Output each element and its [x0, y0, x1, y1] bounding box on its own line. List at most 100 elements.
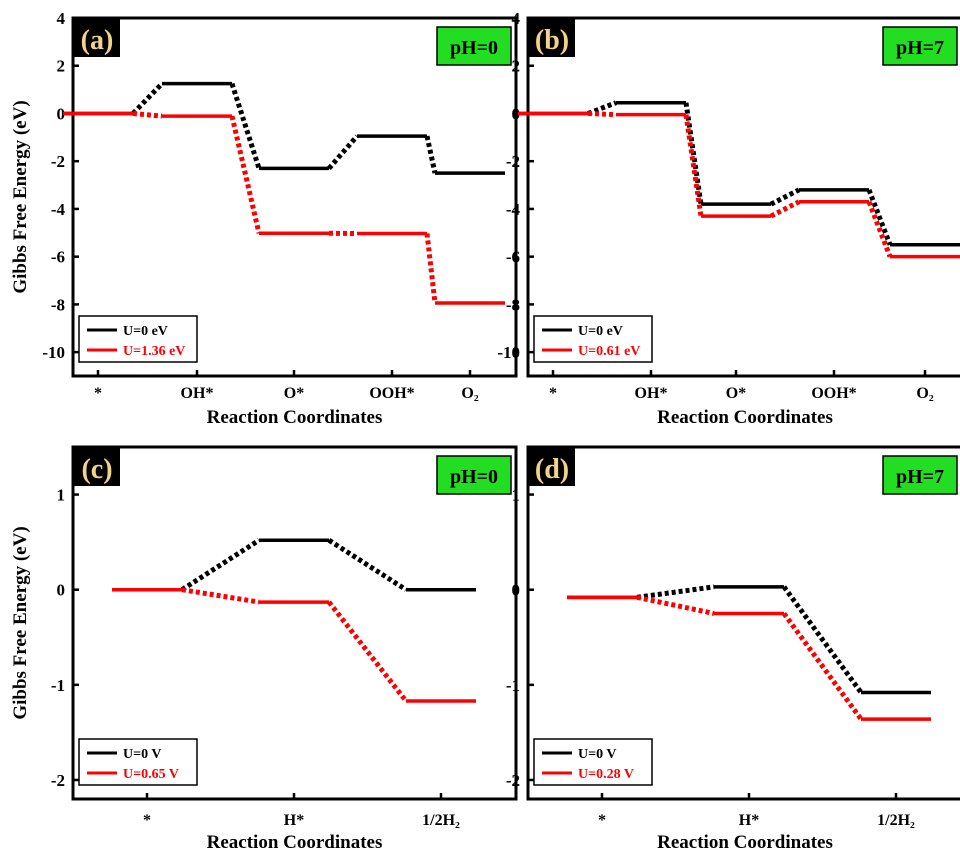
x-tick-label: OOH*	[811, 385, 856, 402]
transition-connector	[587, 110, 617, 118]
legend	[78, 315, 198, 363]
legend-label: U=0.28 V	[578, 767, 634, 782]
legend-label: U=1.36 eV	[123, 344, 185, 359]
ph-badge	[436, 26, 512, 66]
series-line	[63, 81, 505, 175]
transition-connector	[866, 200, 893, 258]
panel-label-bg	[529, 448, 575, 486]
transition-connector	[424, 135, 438, 174]
legend-label: U=0.65 V	[123, 767, 179, 782]
transition-connector	[180, 538, 261, 592]
x-tick-label: O₂	[916, 385, 933, 402]
x-tick-label: H*	[284, 812, 304, 829]
y-tick-label: -1	[51, 676, 65, 695]
transition-connector	[587, 100, 617, 116]
y-tick-label: -2	[506, 771, 520, 790]
y-tick-label: -6	[506, 248, 520, 267]
y-tick-label: 1	[512, 486, 521, 505]
y-tick-label: -10	[497, 343, 520, 362]
transition-connector	[327, 600, 408, 703]
legend-label: U=0 eV	[578, 324, 623, 339]
panel-label-bg	[74, 19, 120, 57]
x-tick-label: *	[94, 385, 102, 402]
transition-connector	[636, 584, 715, 600]
y-tick-label: 2	[512, 57, 521, 76]
x-axis-title: Reaction Coordinates	[657, 407, 833, 428]
chart-panel: 1 0 -1 -2 * H* 1/2H₂ Reaction Coordinates (d) pH=…	[506, 445, 960, 853]
plot-frame	[526, 445, 960, 801]
x-tick-label: 1/2H₂	[422, 812, 460, 829]
x-tick-label: *	[549, 385, 557, 402]
panel-label: (b)	[535, 25, 569, 56]
y-tick-label: -2	[51, 771, 65, 790]
ph-label: pH=7	[896, 466, 944, 488]
legend	[533, 315, 653, 363]
transition-connector	[327, 134, 359, 170]
transition-connector	[131, 81, 164, 116]
transition-connector	[781, 585, 864, 694]
series-line	[63, 110, 505, 305]
chart-panel: 4 2 0 -2 -4 -6 -8 -10 * OH* O* OOH* O₂ Reaction Coord…	[10, 9, 518, 428]
y-tick-label: -8	[506, 295, 520, 314]
y-tick-label: -1	[506, 676, 520, 695]
ph-label: pH=0	[450, 466, 498, 488]
y-tick-label: -2	[51, 152, 65, 171]
series-line	[112, 587, 476, 703]
y-tick-label: 2	[57, 57, 66, 76]
series-line	[518, 110, 960, 259]
x-axis-title: Reaction Coordinates	[207, 407, 383, 428]
x-tick-label: H*	[739, 812, 759, 829]
transition-connector	[781, 612, 864, 721]
transition-connector	[181, 587, 260, 605]
x-tick-label: OH*	[181, 385, 214, 402]
legend	[533, 738, 653, 786]
ph-label: pH=0	[450, 37, 498, 59]
x-tick-label: *	[143, 812, 151, 829]
transition-connector	[229, 115, 262, 234]
transition-connector	[424, 233, 438, 304]
transition-connector	[866, 188, 893, 246]
x-tick-label: O*	[284, 385, 304, 402]
x-tick-label: OOH*	[369, 385, 414, 402]
x-axis-title: Reaction Coordinates	[207, 832, 383, 853]
y-tick-label: -8	[51, 295, 65, 314]
plot-frame	[526, 16, 960, 378]
y-tick-label: 0	[57, 581, 66, 600]
ph-badge	[882, 26, 958, 66]
ph-label: pH=7	[896, 37, 944, 59]
transition-connector	[769, 199, 801, 219]
x-tick-label: 1/2H₂	[877, 812, 915, 829]
y-tick-label: 1	[57, 486, 66, 505]
legend	[78, 738, 198, 786]
chart-panel: 1 0 -1 -2 * H* 1/2H₂ Reaction Coordinates Gibbs …	[10, 445, 518, 853]
y-tick-label: -6	[51, 248, 65, 267]
transition-connector	[683, 114, 704, 217]
y-tick-label: 4	[57, 9, 66, 28]
y-tick-label: 0	[512, 104, 521, 123]
y-tick-label: -4	[51, 200, 66, 219]
chart-panel: 4 2 0 -2 -4 -6 -8 -10 * OH* O* OOH* O₂ Reaction Coord…	[497, 9, 960, 428]
y-tick-label: -10	[42, 343, 65, 362]
ph-badge	[882, 455, 958, 495]
panel-label: (a)	[81, 25, 114, 56]
transition-connector	[327, 538, 408, 592]
series-line	[518, 100, 960, 247]
y-axis-title: Gibbs Free Energy (eV)	[10, 526, 31, 719]
y-tick-label: 0	[57, 104, 66, 123]
x-tick-label: O*	[726, 385, 746, 402]
legend-label: U=0 V	[123, 747, 161, 762]
transition-connector	[229, 82, 262, 170]
y-tick-label: 0	[512, 581, 521, 600]
transition-connector	[132, 110, 163, 119]
x-axis-title: Reaction Coordinates	[657, 832, 833, 853]
legend-label: U=0 eV	[123, 324, 168, 339]
panel-label-bg	[529, 19, 575, 57]
series-line	[567, 584, 931, 695]
series-line	[567, 594, 931, 721]
legend-label: U=0 V	[578, 747, 616, 762]
panel-label: (d)	[535, 454, 569, 485]
x-tick-label: OH*	[635, 385, 668, 402]
panel-label-bg	[74, 448, 120, 486]
y-tick-label: -4	[506, 200, 521, 219]
